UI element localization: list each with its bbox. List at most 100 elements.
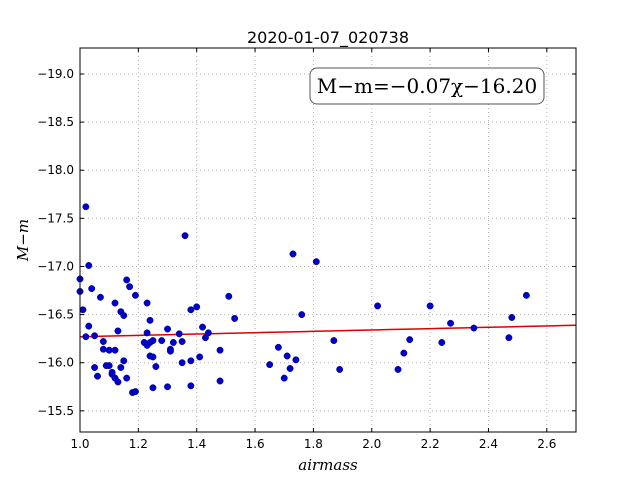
data-point	[166, 345, 174, 353]
data-point	[394, 365, 402, 373]
data-point	[426, 302, 434, 310]
data-point	[289, 250, 297, 258]
y-tick-label: −17.5	[37, 211, 74, 225]
data-point	[149, 384, 157, 392]
data-point	[94, 372, 101, 380]
y-tick-label: −16.0	[37, 356, 74, 370]
data-point	[274, 343, 282, 351]
grid-layer	[79, 48, 576, 432]
data-point	[88, 285, 96, 293]
x-axis-label: airmass	[298, 456, 358, 474]
data-point	[175, 330, 183, 338]
data-point	[187, 382, 195, 390]
data-point	[283, 352, 291, 360]
data-point	[131, 291, 139, 299]
data-point	[123, 276, 131, 284]
data-point	[508, 314, 516, 321]
y-tick-label: −18.5	[37, 115, 74, 129]
data-point	[105, 346, 113, 354]
data-point	[204, 329, 212, 337]
data-point	[79, 306, 87, 314]
data-point	[114, 378, 122, 386]
data-point	[298, 311, 306, 319]
data-point	[82, 333, 90, 341]
data-point	[187, 357, 195, 365]
data-point	[505, 334, 513, 342]
chart-title: 2020-01-07_020738	[247, 28, 409, 48]
data-point	[91, 364, 99, 371]
data-point	[117, 364, 125, 371]
data-point	[149, 337, 157, 345]
data-point	[164, 325, 171, 333]
x-tick-label: 1.8	[304, 437, 323, 451]
data-point	[181, 232, 189, 240]
data-point	[178, 359, 186, 367]
data-point	[99, 338, 107, 345]
data-point	[336, 365, 344, 373]
data-point	[120, 312, 128, 319]
data-point	[216, 377, 224, 385]
data-point	[374, 302, 382, 310]
data-point	[152, 363, 160, 371]
data-point	[286, 365, 294, 372]
data-point	[280, 374, 288, 382]
fit-line	[79, 324, 577, 338]
data-point	[522, 291, 530, 299]
data-point	[111, 299, 119, 307]
data-point	[187, 306, 195, 314]
data-point	[231, 314, 239, 322]
data-point	[199, 323, 206, 331]
data-point	[292, 356, 300, 364]
data-point	[114, 327, 122, 335]
annotation-text: M−m=−0.07χ−16.20	[317, 74, 537, 98]
data-point	[196, 353, 204, 361]
data-point	[96, 293, 104, 301]
fit-line-layer	[79, 324, 577, 338]
x-tick-label: 1.6	[246, 437, 265, 451]
data-point	[400, 349, 408, 357]
data-point	[178, 338, 186, 345]
data-point	[143, 329, 151, 337]
data-point	[330, 337, 338, 345]
x-tick-label: 1.4	[187, 437, 206, 451]
data-point	[111, 346, 119, 354]
data-point	[158, 337, 166, 345]
y-tick-label: −19.0	[37, 67, 74, 81]
y-tick-label: −15.5	[37, 404, 74, 418]
data-point	[438, 339, 446, 346]
y-axis-label: M−m	[14, 219, 32, 262]
x-tick-label: 2.2	[421, 437, 440, 451]
ticks-layer: 1.0 1.2 1.4 1.6 1.8 2.0 2.2 2.4 2.6 −15.5 −16.0 −16…	[37, 48, 576, 451]
annotation-box	[309, 67, 545, 105]
data-point	[193, 303, 201, 311]
data-point	[131, 388, 139, 396]
data-point	[164, 383, 171, 391]
data-point	[266, 361, 274, 369]
data-point	[91, 332, 99, 340]
fit-annotation: M−m=−0.07χ−16.20	[309, 67, 545, 105]
y-tick-label: −18.0	[37, 163, 74, 177]
x-tick-label: 2.4	[479, 437, 498, 451]
data-point	[143, 299, 151, 307]
y-tick-label: −16.5	[37, 308, 74, 322]
data-point	[85, 322, 93, 330]
data-point	[216, 346, 224, 354]
data-point	[126, 283, 134, 291]
data-point	[82, 203, 90, 211]
x-tick-label: 2.0	[362, 437, 381, 451]
data-point	[149, 353, 157, 361]
x-tick-label: 2.6	[537, 437, 556, 451]
data-point	[225, 292, 233, 300]
data-point	[146, 316, 154, 324]
x-tick-label: 1.0	[70, 437, 89, 451]
data-point	[105, 362, 113, 370]
data-point	[120, 357, 128, 365]
data-point	[447, 319, 454, 327]
data-point	[312, 258, 320, 266]
plot-frame	[79, 47, 577, 433]
data-point	[406, 336, 414, 344]
data-point	[169, 339, 177, 346]
data-point	[123, 374, 131, 382]
x-tick-label: 1.2	[129, 437, 148, 451]
